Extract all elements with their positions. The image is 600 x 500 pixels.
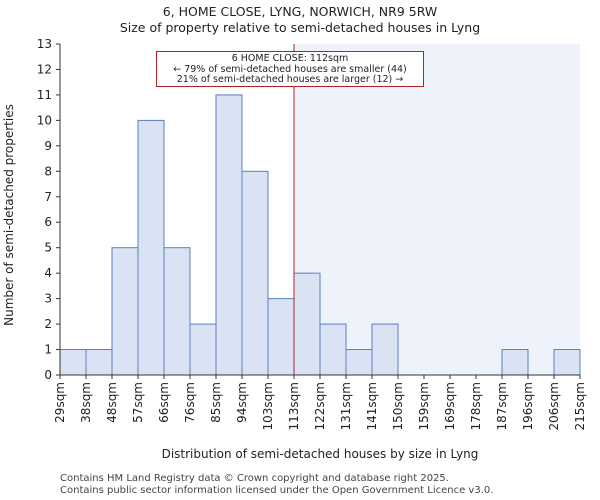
y-tick-label: 5 [44, 241, 52, 255]
x-tick-label: 187sqm [495, 382, 509, 430]
x-axis-label: Distribution of semi-detached houses by … [162, 447, 479, 461]
footer-line-2: Contains public sector information licen… [60, 485, 494, 496]
x-tick-label: 85sqm [209, 382, 223, 423]
histogram-bar [267, 298, 295, 376]
y-tick-label: 8 [44, 164, 52, 178]
y-tick-label: 10 [37, 113, 52, 127]
x-tick-label: 206sqm [547, 382, 561, 430]
annotation-line-3: 21% of semi-detached houses are larger (… [176, 74, 404, 85]
x-tick-label: 57sqm [131, 382, 145, 423]
y-tick-label: 11 [37, 88, 52, 102]
histogram-bar [85, 349, 113, 376]
y-tick-label: 6 [44, 215, 52, 229]
y-tick-label: 3 [44, 292, 52, 306]
x-tick-label: 122sqm [313, 382, 327, 430]
y-tick-label: 9 [44, 139, 52, 153]
x-tick-label: 169sqm [443, 382, 457, 430]
histogram-bar [163, 247, 191, 376]
y-tick-label: 7 [44, 190, 52, 204]
x-tick-label: 150sqm [391, 382, 405, 430]
x-tick-label: 159sqm [417, 382, 431, 430]
annotation-line-2: ← 79% of semi-detached houses are smalle… [173, 63, 407, 75]
histogram-bar [371, 323, 399, 376]
x-tick-label: 29sqm [53, 382, 67, 423]
histogram-bar [293, 272, 321, 376]
y-tick-label: 2 [44, 317, 52, 331]
histogram-bar [345, 349, 373, 376]
histogram-bar [59, 349, 87, 376]
x-tick-label: 196sqm [521, 382, 535, 430]
x-tick-label: 38sqm [79, 382, 93, 423]
property-annotation: 6 HOME CLOSE: 112sqm ← 79% of semi-detac… [156, 51, 424, 87]
histogram-bar [189, 323, 217, 376]
histogram-bar [553, 349, 581, 376]
x-tick-label: 48sqm [105, 382, 119, 423]
histogram-bar [215, 94, 243, 376]
chart-subtitle: Size of property relative to semi-detach… [119, 20, 481, 35]
x-tick-label: 66sqm [157, 382, 171, 423]
footer-line-1: Contains HM Land Registry data © Crown c… [60, 473, 449, 484]
histogram-bar [241, 170, 269, 376]
x-tick-label: 178sqm [469, 382, 483, 430]
histogram-bar [501, 349, 529, 376]
annotation-line-1: 6 HOME CLOSE: 112sqm [231, 53, 349, 64]
y-tick-label: 13 [37, 37, 52, 51]
chart-title: 6, HOME CLOSE, LYNG, NORWICH, NR9 5RW [162, 4, 438, 19]
y-axis-label: Number of semi-detached properties [2, 104, 16, 326]
histogram-bar [319, 323, 347, 376]
y-tick-label: 12 [37, 62, 52, 76]
x-tick-label: 76sqm [183, 382, 197, 423]
y-tick-label: 4 [44, 266, 52, 280]
x-tick-label: 103sqm [261, 382, 275, 430]
x-tick-label: 113sqm [287, 382, 301, 430]
x-tick-label: 215sqm [573, 382, 587, 430]
histogram-bar [137, 119, 165, 376]
x-tick-label: 94sqm [235, 382, 249, 423]
histogram-bar [111, 247, 139, 376]
x-tick-label: 131sqm [339, 382, 353, 430]
larger-region-shade [294, 44, 580, 375]
x-tick-label: 141sqm [365, 382, 379, 430]
y-tick-label: 1 [44, 343, 52, 357]
y-tick-label: 0 [44, 368, 52, 382]
